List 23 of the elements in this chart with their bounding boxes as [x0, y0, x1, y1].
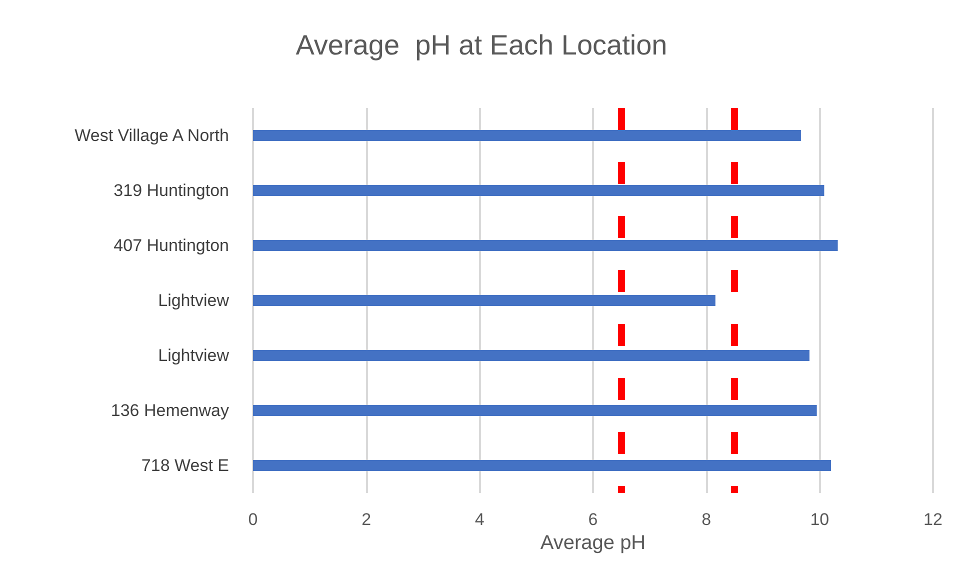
- y-tick-label: 407 Huntington: [114, 236, 229, 255]
- y-tick-label: Lightview: [158, 291, 230, 310]
- y-tick-label: 136 Hemenway: [110, 401, 230, 420]
- y-tick-label: Lightview: [158, 346, 230, 365]
- x-axis-title: Average pH: [540, 532, 646, 554]
- chart-title: Average pH at Each Location: [296, 30, 668, 60]
- bar: [253, 295, 716, 306]
- bar: [253, 350, 810, 361]
- x-tick-label: 6: [588, 510, 598, 529]
- x-tick-label: 4: [474, 510, 484, 529]
- bar: [253, 460, 831, 471]
- bar: [253, 130, 801, 141]
- bar: [253, 240, 838, 251]
- y-tick-label: 319 Huntington: [114, 181, 229, 200]
- x-tick-label: 0: [248, 510, 258, 529]
- x-tick-label: 8: [702, 510, 712, 529]
- x-tick-label: 10: [810, 510, 830, 529]
- bar: [253, 405, 817, 416]
- y-tick-label: 718 West E: [141, 456, 229, 475]
- bar: [253, 185, 824, 196]
- x-tick-label: 12: [924, 510, 942, 529]
- y-tick-label: West Village A North: [74, 126, 229, 145]
- x-tick-label: 2: [362, 510, 372, 529]
